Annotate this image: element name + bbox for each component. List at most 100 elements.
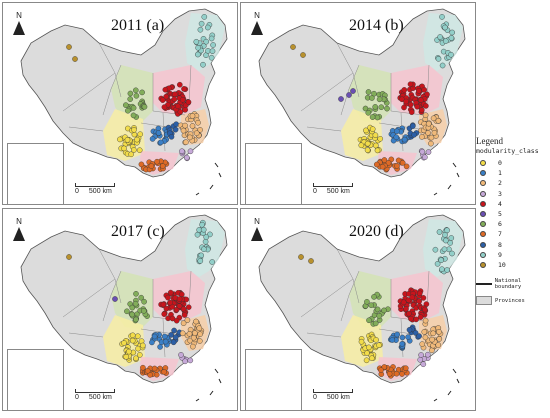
city-node-class-2 xyxy=(196,338,203,344)
city-node-class-3 xyxy=(419,148,426,155)
city-node-class-2 xyxy=(193,130,200,136)
city-node-class-8 xyxy=(172,126,179,133)
city-node-class-2 xyxy=(184,317,191,323)
city-node-class-4 xyxy=(423,103,429,109)
city-node-class-4 xyxy=(421,87,427,93)
city-node-class-9 xyxy=(447,240,453,246)
scale-bar: 0 500 km xyxy=(313,389,360,401)
city-node-class-3 xyxy=(418,352,424,358)
city-node-class-4 xyxy=(171,91,178,98)
city-node-class-6 xyxy=(132,300,139,307)
city-node-class-0 xyxy=(117,136,123,143)
maritime-boundary-dash xyxy=(214,368,219,374)
legend-dot-symbol xyxy=(480,160,486,167)
legend-dot-symbol xyxy=(480,251,486,258)
city-node-class-7 xyxy=(144,367,151,374)
city-node-class-4 xyxy=(401,104,407,111)
city-node-class-2 xyxy=(183,139,189,145)
city-node-class-6 xyxy=(141,104,148,110)
city-node-class-9 xyxy=(203,234,209,240)
city-node-class-2 xyxy=(419,341,425,347)
city-node-class-2 xyxy=(182,122,188,129)
city-node-class-7 xyxy=(393,370,400,377)
city-node-class-6 xyxy=(132,87,139,94)
city-node-class-4 xyxy=(416,290,423,297)
province-boundary xyxy=(188,270,192,310)
province-fill-symbol xyxy=(476,296,492,306)
city-node-class-3 xyxy=(422,154,428,160)
city-node-class-9 xyxy=(194,231,201,238)
province-boundary xyxy=(390,110,424,116)
city-node-class-10 xyxy=(298,254,304,260)
city-node-class-8 xyxy=(168,332,174,338)
city-node-class-1 xyxy=(149,339,155,346)
city-node-class-9 xyxy=(208,54,215,61)
city-node-class-9 xyxy=(448,35,455,41)
city-node-class-9 xyxy=(448,235,455,241)
legend-class-list: 0 1 2 3 4 5 6 7 8 9 10 xyxy=(476,158,550,270)
maritime-boundary-dash xyxy=(433,398,438,402)
city-node-class-4 xyxy=(185,304,192,310)
city-node-class-0 xyxy=(374,147,381,154)
province-boundary xyxy=(340,270,360,322)
city-node-class-1 xyxy=(162,338,169,345)
city-node-class-9 xyxy=(435,56,442,62)
city-node-class-2 xyxy=(436,329,442,335)
city-node-class-4 xyxy=(417,314,424,320)
legend-field-name: modularity_class xyxy=(476,147,539,155)
map-svg xyxy=(252,8,466,196)
city-node-class-4 xyxy=(414,103,420,110)
city-node-class-6 xyxy=(129,311,135,318)
city-node-class-9 xyxy=(210,42,216,48)
city-node-class-9 xyxy=(442,24,448,31)
city-node-class-6 xyxy=(369,95,375,101)
city-node-class-6 xyxy=(125,107,131,114)
province-boundary xyxy=(188,64,192,104)
panel-title: 2014 (b) xyxy=(349,17,404,34)
province-boundary xyxy=(306,332,342,338)
city-node-class-0 xyxy=(129,337,136,344)
city-node-class-0 xyxy=(358,142,365,149)
city-node-class-6 xyxy=(141,298,147,305)
city-node-class-10 xyxy=(66,254,72,260)
city-node-class-1 xyxy=(389,337,396,343)
city-node-class-9 xyxy=(193,39,200,45)
maritime-boundary-dash xyxy=(447,390,452,396)
map-svg xyxy=(252,214,466,402)
province-boundary xyxy=(62,278,116,318)
city-node-class-2 xyxy=(436,336,443,342)
city-node-class-2 xyxy=(180,320,187,326)
city-node-class-8 xyxy=(409,123,416,129)
north-arrow-icon: N xyxy=(249,11,265,35)
city-node-class-6 xyxy=(372,320,379,327)
city-node-class-0 xyxy=(139,342,146,349)
community-region xyxy=(153,65,205,115)
city-node-class-1 xyxy=(151,333,158,340)
city-node-class-2 xyxy=(197,331,203,337)
maritime-boundary-dash xyxy=(452,162,457,168)
city-node-class-2 xyxy=(419,134,425,140)
map-svg xyxy=(14,8,228,196)
scale-bar: 0 500 km xyxy=(313,183,360,195)
city-node-class-0 xyxy=(123,353,129,360)
legend-dot-symbol xyxy=(480,190,486,197)
city-node-class-2 xyxy=(430,330,436,337)
city-node-class-2 xyxy=(196,325,203,331)
maritime-boundary-dash xyxy=(456,378,460,384)
city-node-class-0 xyxy=(373,337,379,343)
maritime-boundary-dash xyxy=(452,368,457,374)
city-node-class-9 xyxy=(439,266,445,273)
city-node-class-4 xyxy=(416,298,422,304)
legend-item-class-0: 0 xyxy=(476,158,550,168)
city-node-class-8 xyxy=(416,333,422,339)
city-node-class-9 xyxy=(198,20,205,27)
legend-province-item: Provinces xyxy=(476,296,550,306)
maritime-boundary-dash xyxy=(456,172,460,178)
city-node-class-1 xyxy=(161,333,168,340)
city-node-class-0 xyxy=(369,126,376,132)
city-node-class-0 xyxy=(364,147,371,153)
city-node-class-2 xyxy=(430,115,437,122)
city-node-class-10 xyxy=(290,44,296,50)
north-arrow-icon: N xyxy=(11,217,27,241)
province-boundary xyxy=(62,72,116,112)
